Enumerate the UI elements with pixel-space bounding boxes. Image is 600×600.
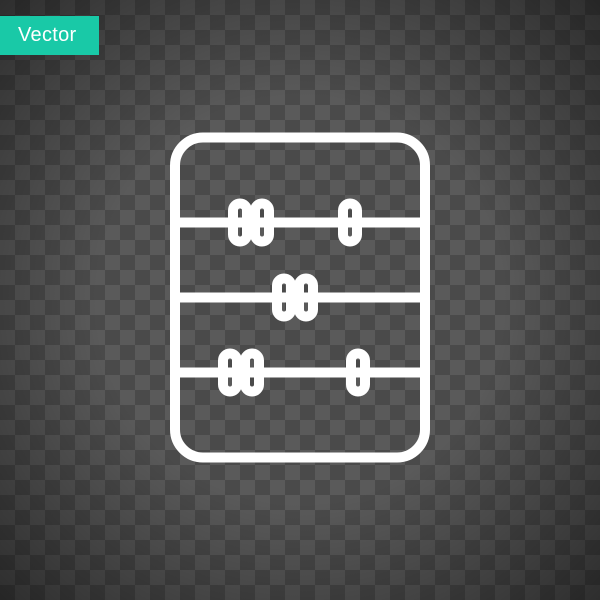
icon-container	[170, 133, 430, 468]
stage: Vector	[0, 0, 600, 600]
vector-badge: Vector	[0, 16, 99, 55]
vector-badge-label: Vector	[18, 24, 77, 46]
abacus-icon	[170, 133, 430, 463]
